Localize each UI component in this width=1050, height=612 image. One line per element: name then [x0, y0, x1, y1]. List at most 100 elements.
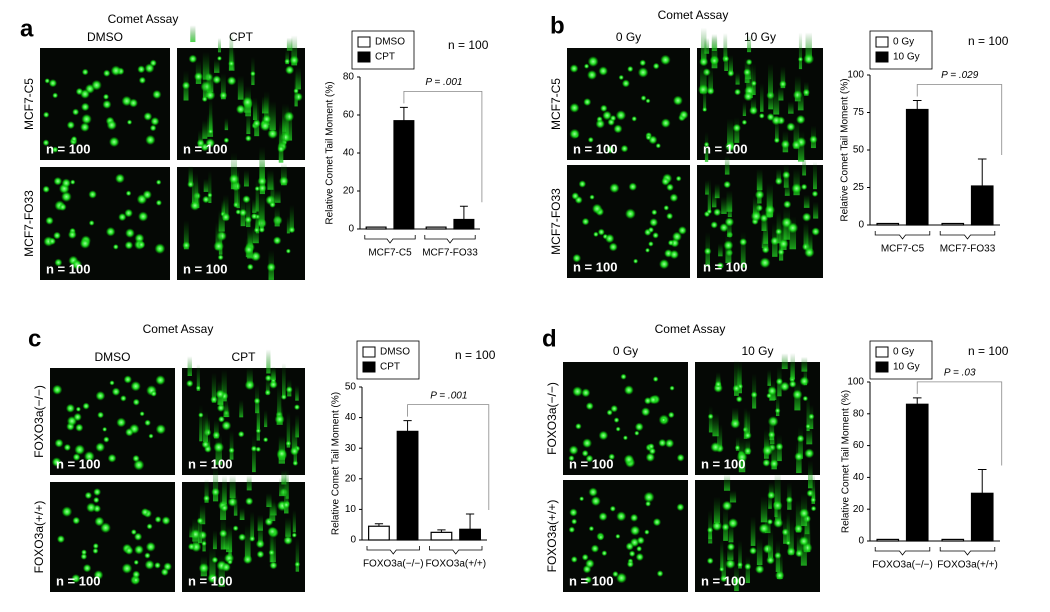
- comet-tail: [752, 195, 760, 218]
- column-label: 0 Gy: [616, 30, 641, 44]
- comet-tail: [198, 130, 204, 148]
- y-tick-label: 40: [345, 412, 357, 423]
- nucleus: [777, 248, 785, 256]
- nucleus: [150, 116, 160, 126]
- nucleus: [116, 417, 127, 428]
- nucleus: [252, 119, 261, 128]
- assay-title: Comet Assay: [658, 8, 729, 22]
- nucleus: [589, 194, 595, 200]
- nucleus: [794, 451, 804, 462]
- nucleus: [645, 247, 651, 253]
- comet-tail: [711, 33, 717, 51]
- nucleus: [583, 63, 590, 69]
- comet-tail: [774, 472, 781, 510]
- nucleus: [634, 422, 644, 432]
- comet-tail: [703, 86, 707, 111]
- nucleus: [804, 247, 815, 258]
- comet-tail: [740, 231, 746, 268]
- nucleus: [736, 451, 748, 463]
- comet-tail: [199, 503, 206, 525]
- nucleus: [623, 385, 634, 395]
- error-bar: [977, 468, 987, 494]
- comet-tail: [284, 476, 289, 514]
- nucleus: [767, 431, 776, 439]
- nucleus: [181, 81, 191, 90]
- legend-swatch: [357, 36, 371, 48]
- nucleus: [627, 65, 634, 73]
- x-tick-label: FOXO3a(+/+): [937, 560, 998, 571]
- nucleus: [115, 173, 125, 184]
- comet-tail: [217, 38, 221, 53]
- comet-tail: [285, 517, 291, 537]
- y-tick-label: 10: [345, 504, 357, 515]
- comet-tail: [804, 81, 809, 96]
- significance-bracket: [916, 381, 1003, 466]
- y-tick-label: 80: [343, 72, 355, 83]
- error-bar: [437, 529, 446, 533]
- comet-tail: [257, 514, 263, 531]
- nucleus: [743, 68, 752, 77]
- nucleus: [581, 217, 590, 226]
- bar: [941, 538, 965, 542]
- comet-tail: [756, 538, 763, 566]
- nucleus: [86, 502, 97, 513]
- comet-tail: [800, 528, 807, 566]
- nucleus: [648, 447, 656, 455]
- nucleus: [655, 143, 662, 149]
- image-label: n = 100: [56, 456, 100, 471]
- nucleus: [130, 529, 137, 536]
- assay-title: Comet Assay: [143, 322, 214, 336]
- nucleus: [149, 124, 157, 132]
- comet-tail: [233, 494, 238, 516]
- comet-tail: [212, 530, 217, 550]
- nucleus: [196, 139, 205, 148]
- legend-swatch: [875, 346, 889, 358]
- image-label: n = 100: [183, 141, 227, 156]
- nucleus: [83, 451, 95, 462]
- nucleus: [591, 203, 603, 214]
- nucleus: [637, 67, 649, 78]
- nucleus: [658, 438, 667, 448]
- nucleus: [112, 243, 119, 250]
- y-tick-label: 20: [343, 186, 355, 197]
- nucleus: [727, 518, 739, 529]
- nucleus: [235, 209, 241, 215]
- nucleus: [152, 89, 162, 100]
- nucleus: [280, 393, 287, 401]
- nucleus: [228, 447, 235, 454]
- nucleus: [80, 102, 90, 112]
- y-tick-label: 100: [847, 70, 864, 81]
- nucleus: [620, 373, 627, 380]
- comet-tail: [786, 511, 790, 543]
- nucleus: [785, 496, 793, 504]
- nucleus: [88, 190, 97, 199]
- nucleus: [195, 385, 201, 391]
- nucleus: [786, 547, 796, 557]
- n-label: n = 100: [968, 344, 1009, 358]
- legend-label: 0 Gy: [893, 347, 914, 358]
- nucleus: [266, 262, 276, 272]
- n-label: n = 100: [455, 348, 496, 362]
- bar: [905, 108, 929, 226]
- nucleus: [622, 435, 628, 441]
- nucleus: [610, 404, 619, 413]
- nucleus: [598, 430, 609, 441]
- nucleus: [615, 426, 621, 432]
- comet-tail: [718, 243, 723, 257]
- comet-tail: [278, 126, 284, 163]
- nucleus: [811, 190, 819, 198]
- category-bracket: [364, 235, 416, 244]
- nucleus: [88, 220, 95, 226]
- nucleus: [138, 76, 147, 84]
- nucleus: [61, 506, 73, 518]
- comet-tail: [776, 168, 782, 182]
- row-label: FOXO3a(−/−): [545, 382, 559, 455]
- comet-tail: [202, 528, 206, 552]
- nucleus: [739, 238, 748, 246]
- comet-tail: [229, 474, 236, 499]
- comet-tail: [295, 385, 299, 401]
- nucleus: [245, 135, 252, 142]
- image-label: n = 100: [573, 259, 617, 274]
- comet-tail: [215, 221, 222, 250]
- nucleus: [205, 138, 216, 148]
